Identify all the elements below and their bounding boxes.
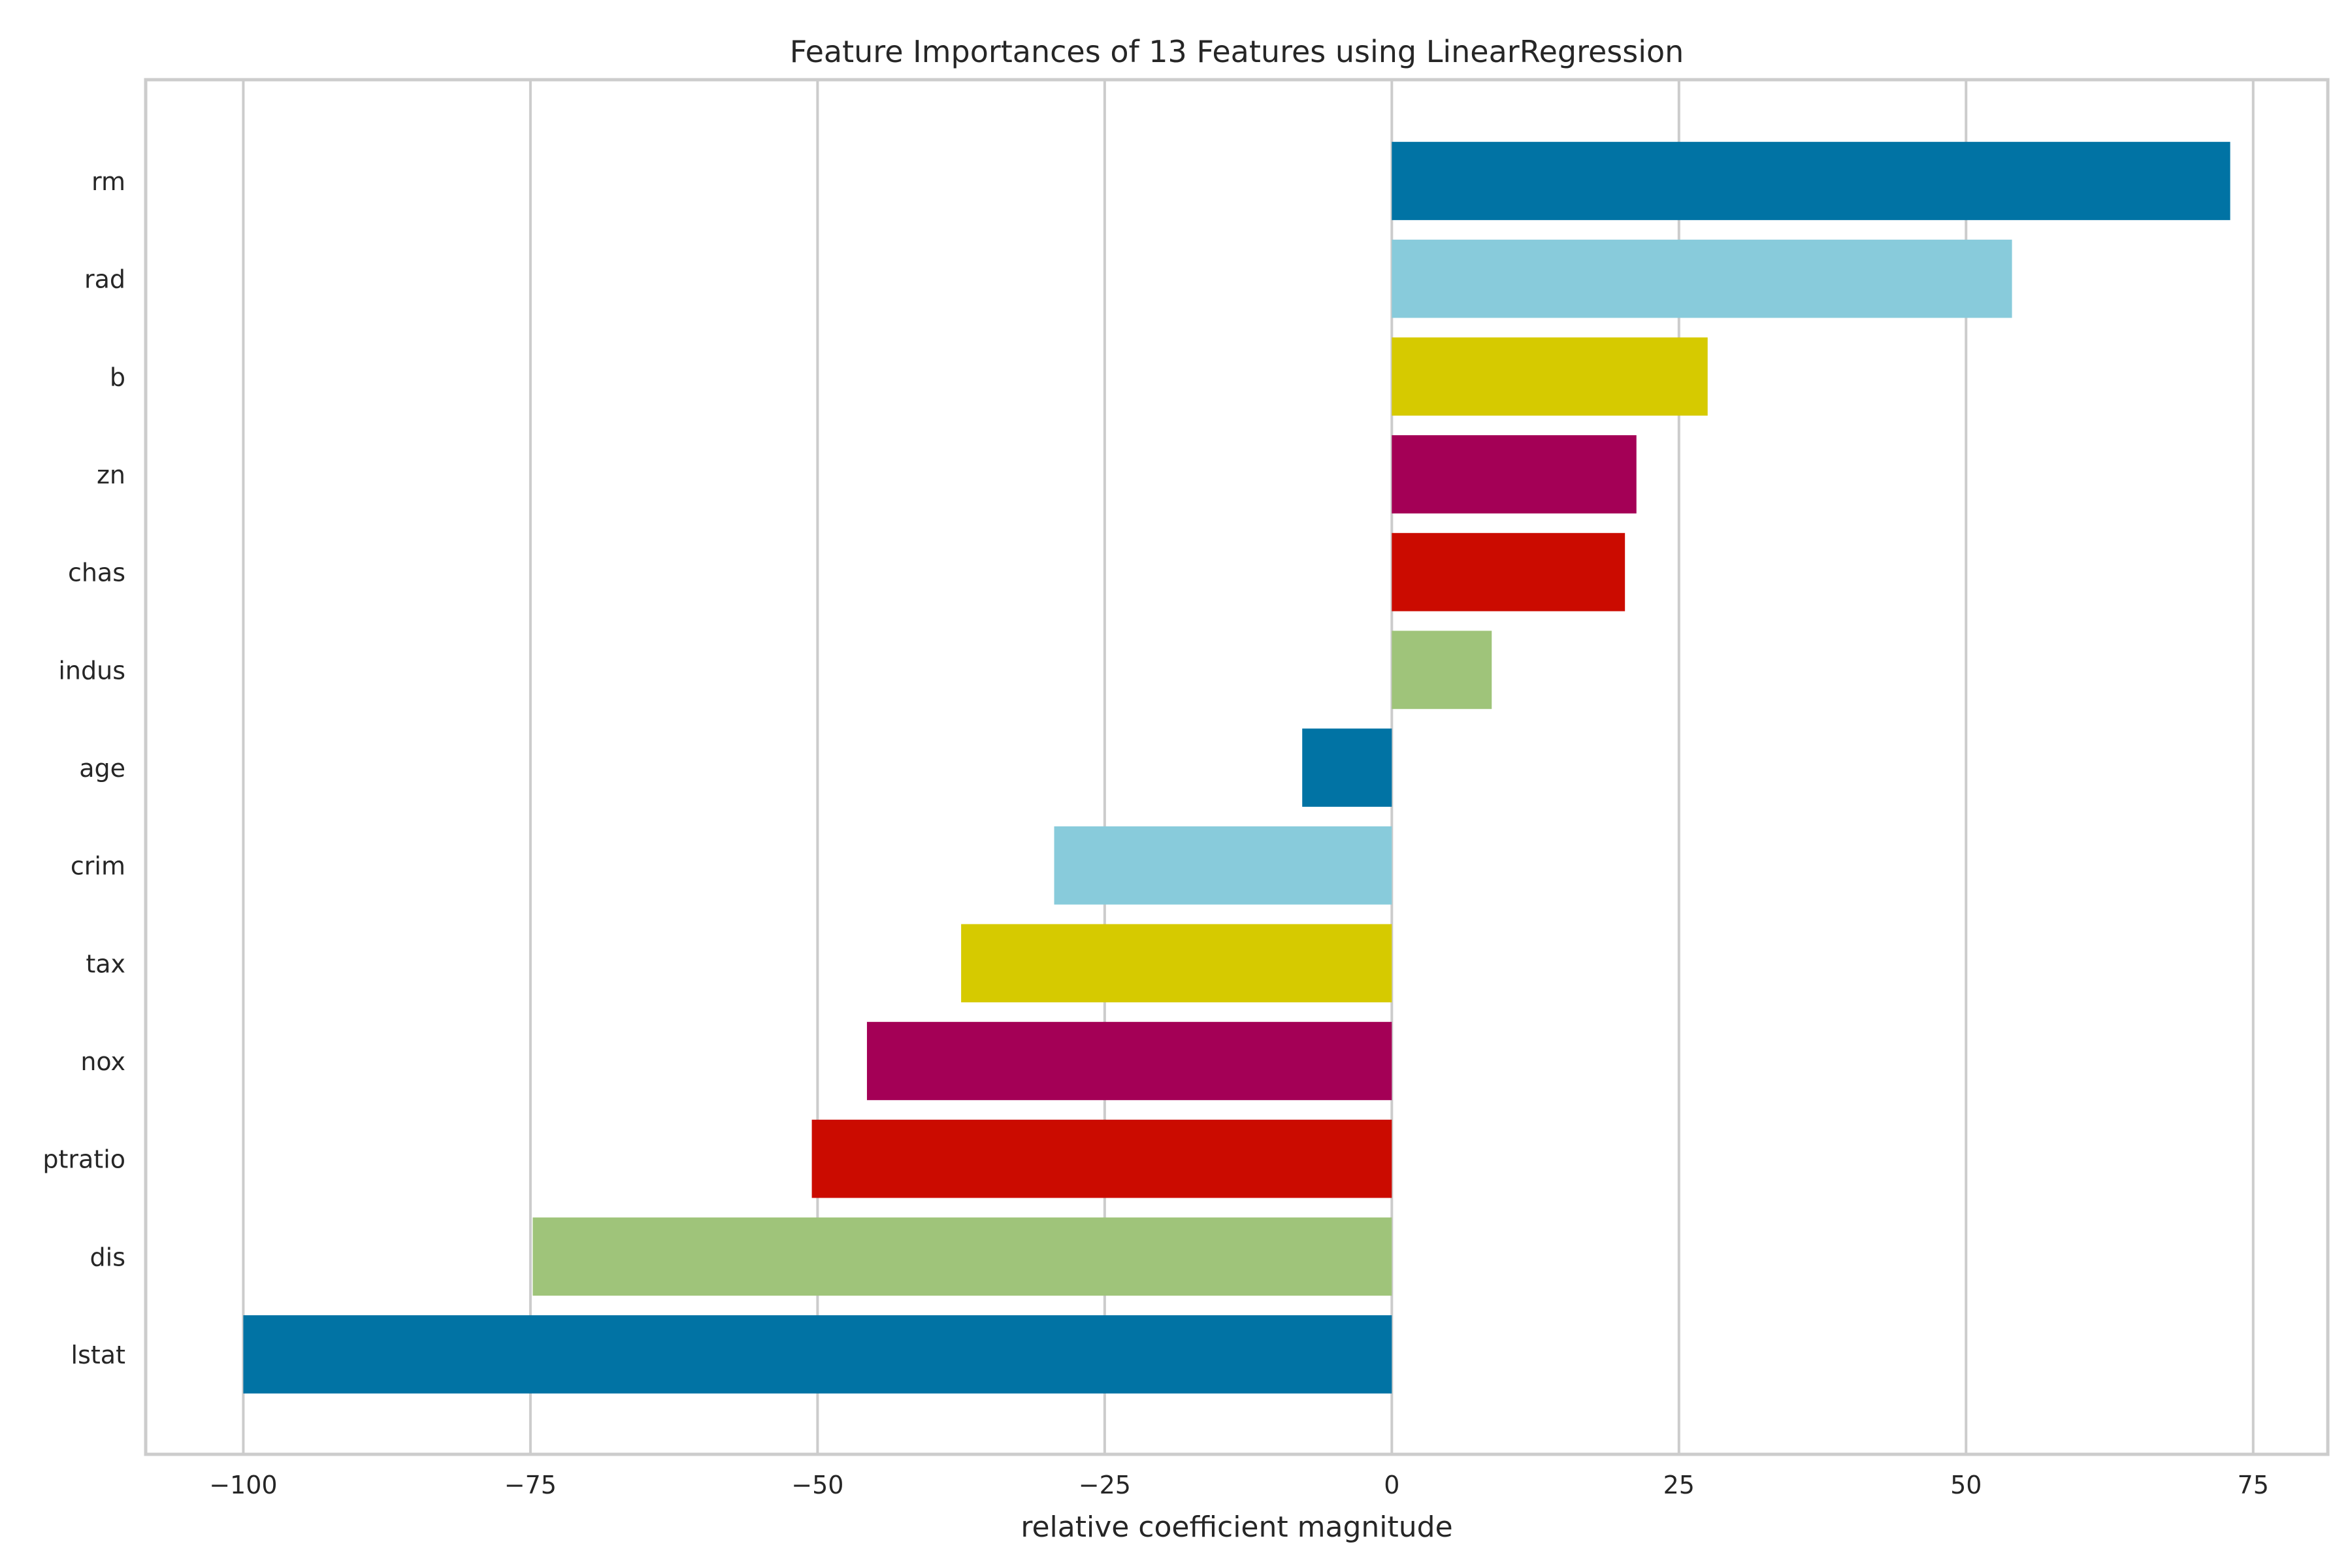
- x-tick-label: 0: [1384, 1471, 1399, 1499]
- y-tick-label-age: age: [79, 754, 125, 783]
- y-tick-label-b: b: [110, 363, 125, 391]
- bar-zn: [1392, 435, 1637, 514]
- y-tick-label-ptratio: ptratio: [42, 1145, 125, 1174]
- y-tick-label-dis: dis: [90, 1243, 125, 1271]
- x-tick-label: 75: [2238, 1471, 2269, 1499]
- bars: [243, 142, 2230, 1394]
- y-tick-labels: rm rad b zn chas indus age crim tax nox ptratio dis…: [42, 167, 125, 1369]
- y-tick-label-tax: tax: [86, 949, 125, 978]
- bar-crim: [1054, 826, 1392, 905]
- bar-rm: [1392, 142, 2230, 220]
- x-tick-label: −50: [791, 1471, 843, 1499]
- y-tick-label-rm: rm: [91, 167, 125, 196]
- bar-b: [1392, 337, 1708, 416]
- y-tick-label-zn: zn: [97, 461, 125, 489]
- plot-frame: [144, 78, 2330, 1456]
- bar-dis: [532, 1217, 1392, 1296]
- bar-ptratio: [811, 1119, 1392, 1198]
- bar-rad: [1392, 239, 2012, 318]
- x-tick-label: 25: [1663, 1471, 1695, 1499]
- x-axis-label: relative coefficient magnitude: [1021, 1511, 1452, 1544]
- y-tick-label-crim: crim: [71, 852, 125, 881]
- bar-age: [1302, 728, 1392, 807]
- bar-nox: [866, 1022, 1392, 1100]
- chart-title: Feature Importances of 13 Features using…: [790, 34, 1684, 69]
- x-tick-label: 50: [1950, 1471, 1982, 1499]
- bar-lstat: [243, 1315, 1392, 1394]
- y-tick-label-nox: nox: [80, 1047, 125, 1076]
- bar-indus: [1392, 630, 1492, 710]
- bar-tax: [961, 924, 1392, 1003]
- x-tick-label: −100: [209, 1471, 277, 1499]
- y-tick-label-indus: indus: [58, 656, 125, 685]
- x-tick-label: −75: [504, 1471, 557, 1499]
- x-tick-label: −25: [1079, 1471, 1131, 1499]
- y-tick-label-chas: chas: [68, 559, 125, 587]
- y-tick-label-rad: rad: [84, 265, 125, 294]
- y-tick-label-lstat: lstat: [71, 1341, 125, 1369]
- bar-chas: [1392, 532, 1625, 612]
- x-tick-labels: −100 −75 −50 −25 0 25 50 75: [209, 1471, 2269, 1499]
